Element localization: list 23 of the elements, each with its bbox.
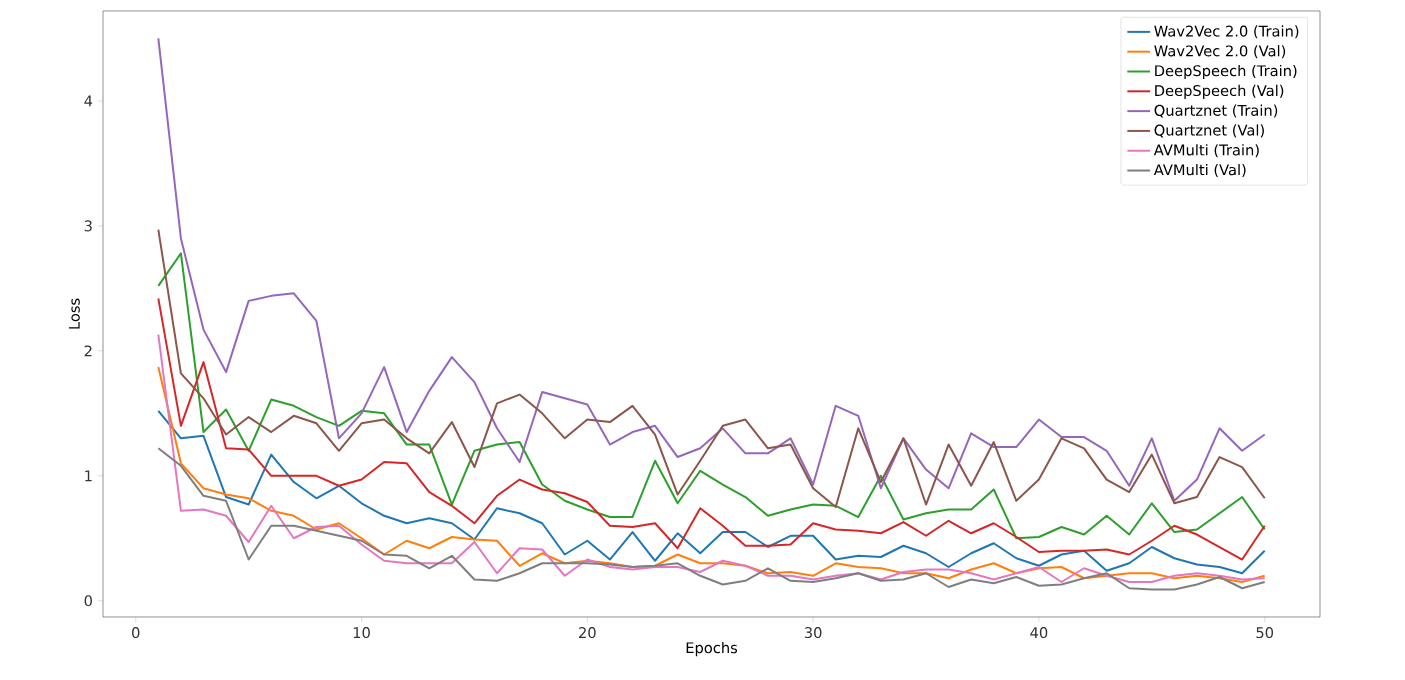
legend-label: AVMulti (Train)	[1153, 144, 1259, 158]
y-axis-title: Loss	[68, 298, 80, 329]
legend-label: Wav2Vec 2.0 (Val)	[1154, 45, 1286, 59]
x-tick-label: 50	[1256, 627, 1274, 639]
line-series	[157, 228, 1266, 509]
x-tick-label: 20	[579, 627, 596, 639]
legend-label: Quartznet (Val)	[1154, 124, 1264, 138]
y-tick-label: 4	[84, 95, 93, 107]
y-tick-label: 1	[85, 470, 92, 482]
x-tick-label: 30	[804, 627, 822, 639]
y-tick-label: 0	[84, 595, 92, 607]
x-tick-label: 10	[353, 627, 370, 639]
y-tick-label: 2	[84, 345, 92, 357]
x-tick-label: 0	[132, 627, 140, 639]
legend-label: Quartznet (Train)	[1154, 104, 1278, 118]
y-tick-label: 3	[84, 220, 92, 232]
line-series	[157, 409, 1266, 575]
legend-label: Wav2Vec 2.0 (Train)	[1154, 25, 1299, 39]
legend-label: DeepSpeech (Train)	[1155, 64, 1297, 80]
legend-label: DeepSpeech (Val)	[1155, 84, 1284, 99]
x-tick-label: 40	[1030, 627, 1048, 639]
legend-label: AVMulti (Val)	[1153, 163, 1246, 178]
x-axis-title: Epochs	[686, 641, 738, 657]
